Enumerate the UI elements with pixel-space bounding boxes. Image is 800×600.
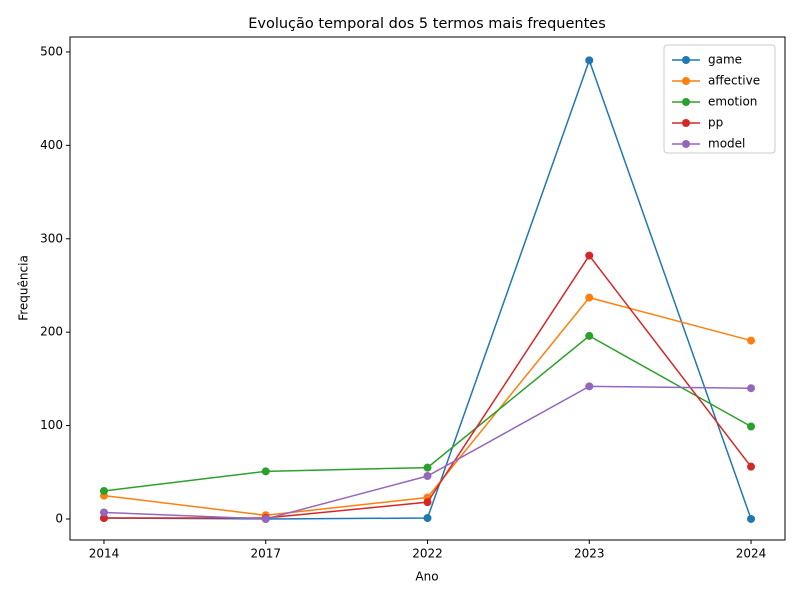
legend-label: emotion	[708, 95, 757, 109]
y-tick-label: 300	[40, 231, 63, 245]
legend-marker	[682, 56, 690, 64]
x-axis-label: Ano	[415, 570, 438, 584]
y-tick-label: 0	[55, 511, 63, 525]
x-tick-label: 2024	[736, 547, 767, 561]
point	[585, 293, 594, 302]
point	[423, 498, 432, 507]
y-tick-label: 400	[40, 138, 63, 152]
legend-marker	[682, 140, 690, 148]
point	[747, 384, 756, 393]
chart-title: Evolução temporal dos 5 termos mais freq…	[248, 16, 606, 32]
point	[261, 514, 270, 523]
legend-marker	[682, 77, 690, 85]
point	[747, 422, 756, 431]
y-tick-label: 200	[40, 325, 63, 339]
point	[747, 336, 756, 345]
point	[423, 472, 432, 481]
legend-label: affective	[708, 74, 760, 88]
point	[99, 508, 108, 517]
y-axis-label: Frequência	[17, 255, 31, 321]
point	[99, 514, 108, 523]
point	[99, 486, 108, 495]
x-tick-label: 2023	[574, 547, 605, 561]
point	[423, 463, 432, 472]
legend-label: game	[708, 53, 742, 67]
axes-frame	[69, 36, 786, 541]
point	[585, 331, 594, 340]
point	[585, 56, 594, 65]
x-tick-label: 2014	[89, 547, 120, 561]
x-tick-label: 2017	[250, 547, 281, 561]
point	[585, 251, 594, 260]
legend-box	[663, 44, 776, 154]
point	[423, 514, 432, 523]
legend-label: pp	[708, 116, 723, 130]
x-tick-label: 2022	[412, 547, 443, 561]
point	[261, 467, 270, 476]
point	[747, 462, 756, 471]
legend-label: model	[708, 137, 745, 151]
legend-marker	[682, 119, 690, 127]
legend-marker	[682, 98, 690, 106]
point	[585, 382, 594, 391]
point	[747, 514, 756, 523]
y-tick-label: 500	[40, 44, 63, 58]
y-tick-label: 100	[40, 418, 63, 432]
